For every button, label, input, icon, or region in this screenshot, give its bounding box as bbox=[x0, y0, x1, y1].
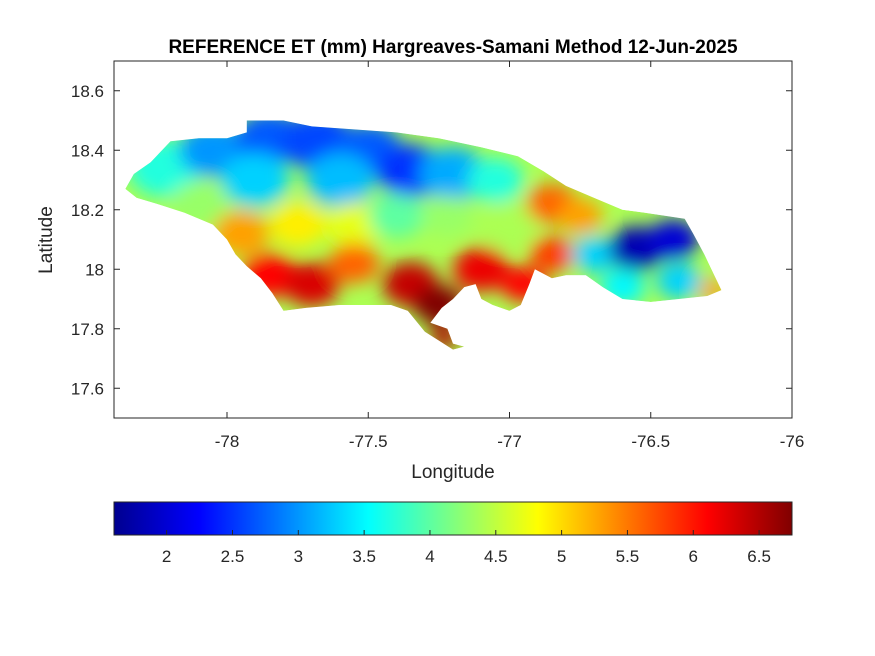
x-tick-label: -76.5 bbox=[631, 432, 670, 451]
et-cell bbox=[368, 193, 425, 238]
colorbar-tick-label: 2 bbox=[162, 547, 171, 566]
colorbar-tick-label: 2.5 bbox=[221, 547, 245, 566]
et-cell bbox=[599, 269, 646, 305]
et-cell bbox=[325, 202, 383, 247]
plot-frame bbox=[113, 60, 793, 419]
y-tick-label: 18.6 bbox=[71, 82, 104, 101]
et-cell bbox=[557, 197, 603, 234]
et-cell bbox=[283, 261, 340, 307]
et-cell bbox=[698, 278, 722, 302]
y-tick-label: 18.2 bbox=[71, 201, 104, 220]
et-cell bbox=[467, 157, 524, 203]
et-cell bbox=[500, 266, 547, 302]
et-cell bbox=[221, 153, 290, 207]
colorbar-tick-label: 5.5 bbox=[616, 547, 640, 566]
x-tick-label: -78 bbox=[215, 432, 240, 451]
x-tick-label: -77.5 bbox=[349, 432, 388, 451]
et-cell bbox=[212, 211, 270, 256]
y-tick-label: 18 bbox=[85, 260, 104, 279]
x-tick-label: -76 bbox=[780, 432, 805, 451]
colorbar bbox=[113, 501, 793, 536]
et-cell bbox=[306, 153, 374, 207]
et-cell bbox=[529, 236, 575, 273]
et-cell bbox=[413, 284, 465, 326]
colorbar-tick-label: 4 bbox=[425, 547, 434, 566]
colorbar-tick-label: 6 bbox=[689, 547, 698, 566]
y-tick-label: 17.8 bbox=[71, 320, 104, 339]
et-cell bbox=[647, 219, 699, 260]
x-tick-label: -77 bbox=[497, 432, 522, 451]
et-cell bbox=[656, 263, 702, 299]
et-cell bbox=[170, 181, 227, 227]
et-cell bbox=[328, 243, 380, 284]
chart-title: REFERENCE ET (mm) Hargreaves-Samani Meth… bbox=[168, 37, 738, 58]
y-tick-label: 17.6 bbox=[71, 379, 104, 398]
et-cell bbox=[571, 236, 617, 273]
x-axis-label: Longitude bbox=[411, 462, 494, 483]
y-tick-label: 18.4 bbox=[71, 141, 104, 160]
y-axis: 18.6 18.4 18.2 18 17.8 17.6 bbox=[71, 82, 792, 398]
colorbar-tick-label: 5 bbox=[557, 547, 566, 566]
et-cell bbox=[269, 202, 326, 247]
colorbar-tick-label: 4.5 bbox=[484, 547, 508, 566]
et-cell bbox=[430, 326, 459, 349]
colorbar-tick-label: 3.5 bbox=[352, 547, 376, 566]
colorbar-ticks: 2 2.5 3 3.5 4 4.5 5 5.5 6 6.5 bbox=[162, 530, 771, 566]
et-cell bbox=[422, 195, 473, 236]
y-axis-label: Latitude bbox=[36, 206, 57, 274]
colorbar-tick-label: 3 bbox=[294, 547, 303, 566]
colorbar-tick-label: 6.5 bbox=[747, 547, 771, 566]
et-surface bbox=[125, 120, 722, 350]
et-cell bbox=[481, 202, 538, 247]
et-cell bbox=[453, 246, 510, 292]
x-axis: -78 -77.5 -77 -76.5 -76 bbox=[215, 61, 805, 451]
